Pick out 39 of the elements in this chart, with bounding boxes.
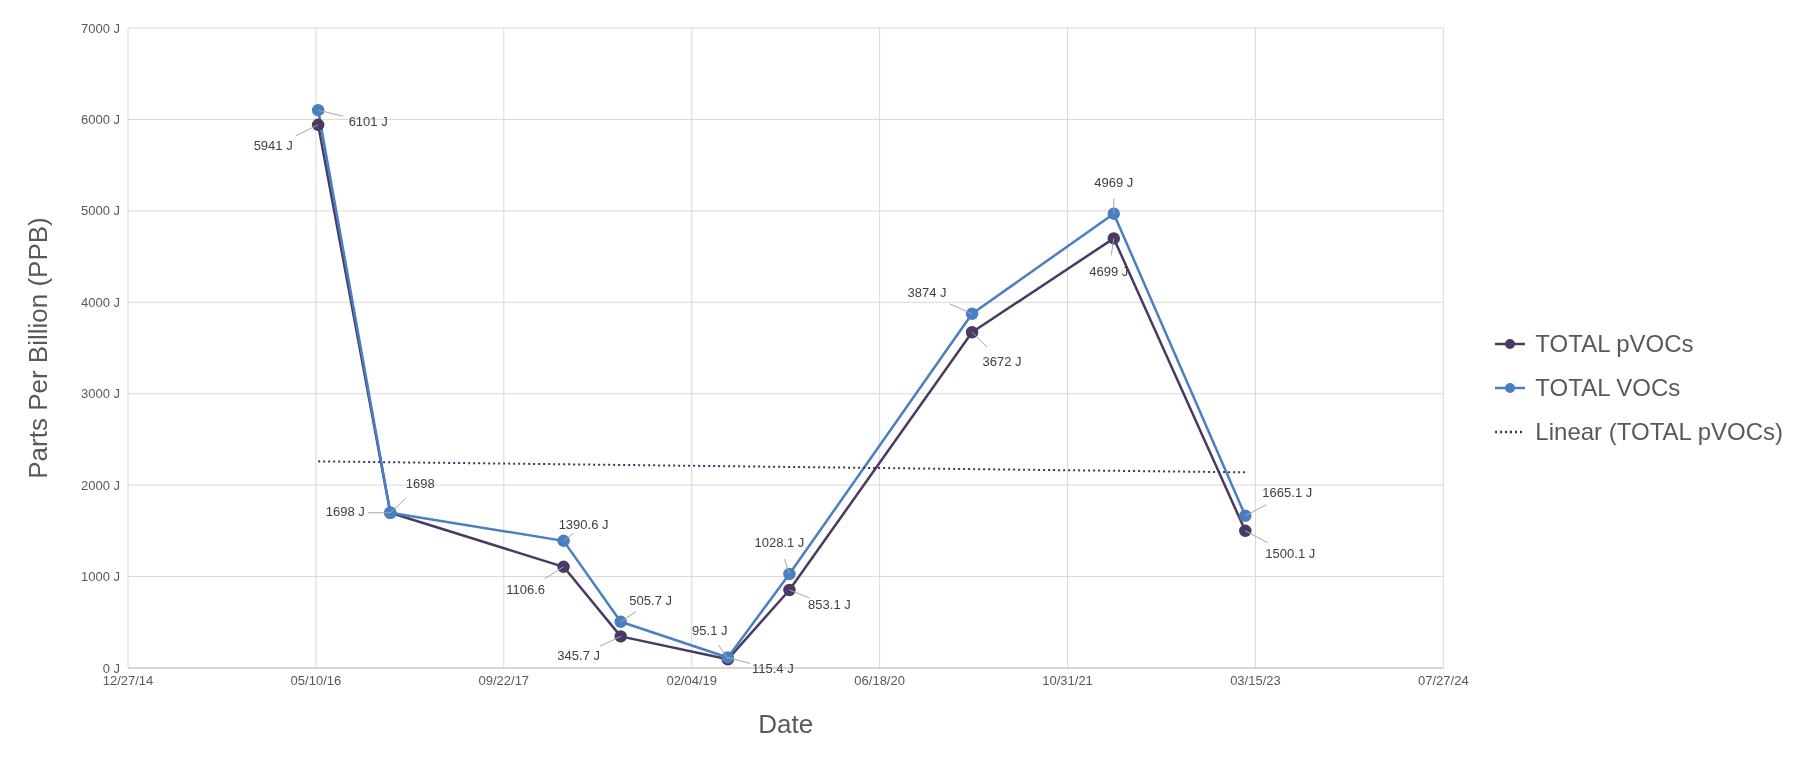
legend-label: TOTAL pVOCs — [1535, 329, 1694, 359]
data-label: 3672 J — [982, 353, 1022, 369]
x-tick-label: 03/15/23 — [1230, 673, 1281, 689]
legend-label: TOTAL VOCs — [1535, 373, 1681, 403]
data-label: 1390.6 J — [558, 517, 609, 533]
data-label: 6101 J — [348, 113, 388, 129]
data-label: 1500.1 J — [1265, 546, 1316, 562]
x-tick-label: 10/31/21 — [1042, 673, 1093, 689]
y-tick-label: 5000 J — [80, 203, 120, 219]
y-tick-label: 7000 J — [80, 20, 120, 36]
x-tick-label: 12/27/14 — [102, 673, 154, 689]
x-tick-label: 02/04/19 — [666, 673, 718, 689]
data-label: 505.7 J — [629, 593, 673, 609]
data-label: 3874 J — [907, 285, 947, 301]
y-tick-label: 6000 J — [80, 112, 120, 128]
x-tick-label: 06/18/20 — [854, 673, 905, 689]
data-label: 95.1 J — [692, 622, 728, 638]
legend-label: Linear (TOTAL pVOCs) — [1535, 417, 1783, 447]
x-tick-label: 05/10/16 — [290, 673, 342, 689]
y-tick-label: 3000 J — [80, 386, 120, 402]
data-label: 853.1 J — [808, 597, 851, 613]
data-label: 1106.6 — [506, 582, 545, 598]
data-label: 115.4 J — [751, 660, 794, 676]
y-tick-label: 4000 J — [80, 294, 120, 310]
data-label: 1028.1 J — [754, 535, 805, 551]
data-label: 1698 — [405, 476, 435, 492]
y-tick-label: 0 J — [102, 660, 120, 676]
y-tick-label: 1000 J — [80, 569, 120, 585]
x-tick-label: 09/22/17 — [478, 673, 530, 689]
data-label: 1698 J — [325, 504, 365, 520]
y-axis-title: Parts Per Billion (PPB) — [23, 217, 54, 479]
x-tick-label: 07/27/24 — [1418, 673, 1469, 689]
data-label: 4699 J — [1089, 263, 1129, 279]
data-label: 345.7 J — [557, 647, 601, 663]
data-label: 5941 J — [253, 138, 293, 154]
data-label: 4969 J — [1094, 175, 1134, 191]
y-tick-label: 2000 J — [80, 477, 120, 493]
data-label: 1665.1 J — [1262, 485, 1313, 501]
x-axis-title: Date — [758, 709, 814, 739]
